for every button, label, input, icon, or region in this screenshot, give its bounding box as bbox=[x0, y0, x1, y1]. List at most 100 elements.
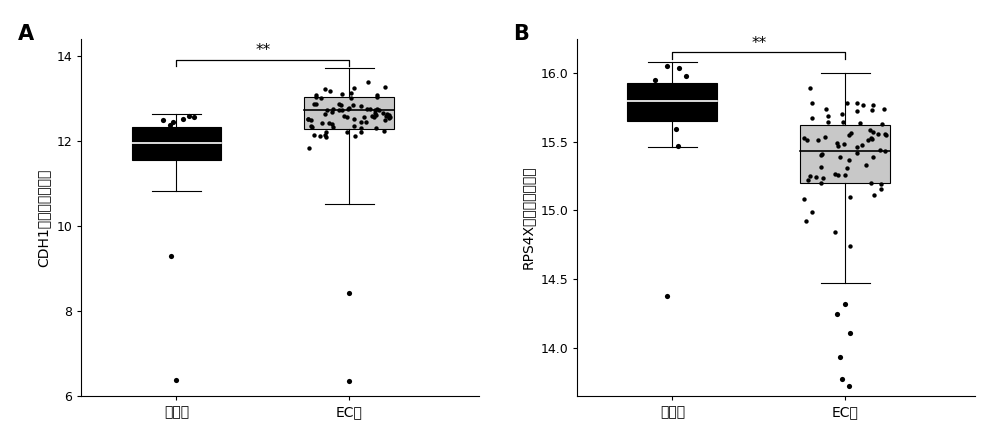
Point bbox=[841, 131, 857, 139]
Point bbox=[317, 132, 333, 139]
Point bbox=[334, 91, 350, 98]
Point bbox=[668, 126, 684, 133]
Point bbox=[336, 113, 352, 120]
Point bbox=[659, 292, 675, 299]
Point bbox=[656, 86, 672, 93]
Point bbox=[839, 165, 855, 172]
Point bbox=[325, 105, 341, 112]
Point bbox=[371, 107, 387, 114]
Point bbox=[304, 123, 320, 131]
Point bbox=[877, 131, 893, 138]
Point bbox=[849, 143, 865, 150]
Point bbox=[830, 143, 846, 150]
Point bbox=[842, 329, 858, 336]
Point bbox=[324, 120, 340, 127]
Point bbox=[659, 63, 675, 70]
Point bbox=[813, 151, 829, 159]
Point bbox=[162, 121, 178, 128]
Point bbox=[345, 102, 361, 109]
Point bbox=[360, 79, 376, 86]
Point bbox=[353, 124, 369, 131]
Point bbox=[367, 109, 383, 116]
Point bbox=[175, 115, 191, 122]
Point bbox=[346, 84, 362, 91]
Point bbox=[300, 115, 316, 123]
Point bbox=[339, 114, 355, 121]
Point bbox=[341, 104, 357, 111]
Point bbox=[865, 154, 881, 161]
Point bbox=[318, 129, 334, 136]
Y-axis label: CDH1的相对表达水平: CDH1的相对表达水平 bbox=[37, 168, 51, 266]
Point bbox=[306, 131, 322, 138]
Point bbox=[382, 114, 398, 121]
Point bbox=[815, 174, 831, 182]
Point bbox=[834, 376, 850, 383]
Point bbox=[860, 137, 876, 144]
Text: **: ** bbox=[751, 36, 766, 51]
Point bbox=[321, 119, 337, 127]
Point bbox=[849, 107, 865, 114]
Point bbox=[865, 128, 881, 135]
Point bbox=[377, 117, 393, 124]
Point bbox=[865, 102, 881, 109]
Point bbox=[878, 131, 894, 139]
Point bbox=[379, 110, 395, 117]
Point bbox=[829, 310, 845, 317]
Point bbox=[308, 101, 324, 108]
Point bbox=[796, 134, 812, 141]
Point bbox=[369, 93, 385, 100]
Point bbox=[369, 91, 385, 99]
Point bbox=[380, 113, 396, 120]
Point bbox=[308, 93, 324, 100]
Point bbox=[820, 113, 836, 120]
Point bbox=[834, 110, 850, 117]
Point bbox=[842, 243, 858, 250]
Point bbox=[314, 120, 330, 127]
Point bbox=[866, 191, 882, 198]
Point bbox=[852, 120, 868, 127]
Point bbox=[647, 76, 663, 83]
Point bbox=[300, 116, 316, 123]
Point bbox=[317, 85, 333, 92]
Point bbox=[800, 176, 816, 183]
Point bbox=[186, 113, 202, 120]
Point bbox=[813, 180, 829, 187]
Point bbox=[873, 181, 889, 188]
Point bbox=[808, 173, 824, 180]
Point bbox=[343, 94, 359, 101]
Point bbox=[168, 376, 184, 383]
Point bbox=[376, 127, 392, 134]
Point bbox=[303, 122, 319, 129]
Point bbox=[796, 195, 812, 202]
Point bbox=[181, 112, 197, 119]
Point bbox=[670, 143, 686, 150]
Point bbox=[303, 116, 319, 123]
Point bbox=[864, 135, 880, 143]
Point bbox=[356, 114, 372, 121]
Point bbox=[678, 72, 694, 79]
Point bbox=[862, 127, 878, 134]
Point bbox=[854, 142, 870, 149]
Point bbox=[377, 83, 393, 91]
Point bbox=[837, 300, 853, 307]
Point bbox=[870, 131, 886, 138]
Point bbox=[362, 105, 378, 112]
Point bbox=[842, 193, 858, 200]
Point bbox=[813, 163, 829, 170]
Point bbox=[864, 106, 880, 113]
Point bbox=[331, 101, 347, 108]
Point bbox=[837, 172, 853, 179]
Point bbox=[331, 107, 347, 114]
Point bbox=[836, 140, 852, 147]
Point bbox=[346, 116, 362, 123]
Point bbox=[804, 209, 820, 216]
Point bbox=[666, 104, 682, 111]
Point bbox=[839, 99, 855, 106]
Point bbox=[841, 157, 857, 164]
Point bbox=[802, 172, 818, 179]
Point bbox=[798, 217, 814, 224]
Bar bbox=[132, 127, 221, 160]
Point bbox=[155, 117, 171, 124]
Point bbox=[835, 118, 851, 125]
Bar bbox=[627, 83, 717, 121]
